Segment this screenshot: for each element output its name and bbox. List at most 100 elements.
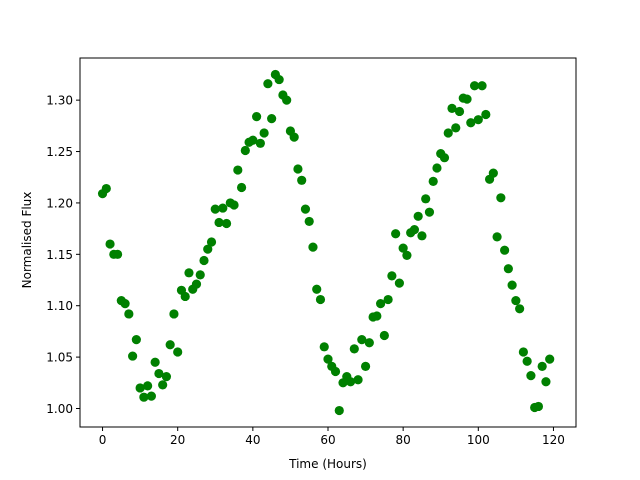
y-tick-label: 1.15 [46, 248, 73, 262]
data-point [267, 114, 277, 124]
data-point [447, 103, 457, 113]
data-point [236, 182, 247, 193]
data-point [522, 356, 532, 366]
data-point [199, 255, 209, 266]
data-point [150, 357, 160, 367]
data-point [184, 268, 194, 278]
data-point [214, 217, 224, 228]
data-point [128, 351, 138, 361]
data-point [349, 344, 359, 354]
y-tick-label: 1.10 [46, 299, 73, 313]
data-point [360, 361, 371, 371]
data-point [488, 168, 498, 178]
data-point [383, 294, 393, 305]
data-point [315, 294, 326, 305]
data-point [451, 123, 461, 133]
data-point [319, 342, 329, 352]
data-point [357, 335, 367, 345]
y-tick-label: 1.00 [46, 402, 73, 416]
data-point [131, 335, 141, 345]
data-point [158, 380, 168, 390]
data-point [308, 242, 318, 252]
data-point [334, 405, 344, 416]
data-point [139, 392, 149, 402]
data-point [120, 299, 130, 309]
data-point [161, 372, 172, 382]
data-point [537, 361, 547, 371]
axes: 0 20 40 60 80 100 120 1.00 1.05 1.10 1.15 1.20 1.25 1… [46, 57, 577, 447]
data-point [259, 128, 269, 138]
data-point [101, 183, 111, 194]
data-point [541, 377, 551, 387]
data-point [398, 243, 408, 253]
data-point [154, 368, 164, 379]
data-point [500, 245, 510, 255]
data-point [229, 200, 239, 210]
data-point [206, 237, 217, 247]
data-point [282, 95, 292, 105]
data-point [135, 383, 145, 393]
data-point [293, 164, 303, 174]
data-point [353, 375, 363, 385]
data-point [169, 309, 179, 319]
x-tick-label: 60 [320, 433, 335, 447]
data-point [466, 118, 476, 128]
data-point [391, 229, 401, 239]
data-point [443, 128, 453, 138]
y-tick-label: 1.30 [46, 94, 73, 108]
data-point [473, 115, 483, 125]
x-tick-label: 120 [542, 433, 565, 447]
data-point [503, 264, 513, 274]
data-point [203, 244, 213, 254]
data-point [240, 145, 250, 156]
data-point [424, 207, 435, 217]
data-point [255, 138, 265, 148]
data-point [439, 153, 450, 163]
data-point [300, 204, 311, 214]
data-point [345, 377, 356, 387]
data-point [263, 79, 273, 89]
data-point [477, 81, 487, 91]
data-point [218, 203, 228, 213]
data-point [421, 194, 431, 204]
data-point [402, 250, 412, 260]
data-point [124, 309, 134, 319]
data-point [511, 295, 521, 306]
data-point [372, 311, 382, 321]
data-point [394, 278, 404, 288]
data-point [146, 391, 156, 401]
data-point [417, 231, 427, 241]
data-point [323, 354, 333, 364]
data-point [496, 193, 506, 203]
data-point [165, 340, 175, 350]
data-point [454, 106, 465, 117]
data-point [387, 271, 397, 281]
y-tick-label: 1.20 [46, 196, 73, 210]
data-point [105, 239, 115, 249]
data-point [518, 347, 528, 357]
data-point [515, 304, 525, 314]
data-point [432, 163, 442, 173]
data-point [297, 175, 307, 185]
data-point [143, 381, 153, 391]
data-point [233, 165, 243, 175]
data-point [210, 204, 220, 214]
x-tick-label: 0 [99, 433, 107, 447]
data-point [428, 176, 438, 186]
x-axis-label: Time (Hours) [288, 457, 367, 471]
data-point [330, 366, 341, 377]
data-point [409, 225, 420, 235]
data-point [173, 347, 183, 357]
data-point [376, 299, 386, 309]
data-point [221, 218, 232, 229]
y-tick-label: 1.25 [46, 145, 73, 159]
data-point [304, 216, 314, 227]
data-point [533, 401, 544, 412]
data-point [195, 270, 205, 280]
data-point [507, 280, 517, 290]
data-point [312, 284, 322, 294]
data-point [492, 232, 502, 242]
data-point [248, 135, 258, 145]
y-tick-label: 1.05 [46, 351, 73, 365]
